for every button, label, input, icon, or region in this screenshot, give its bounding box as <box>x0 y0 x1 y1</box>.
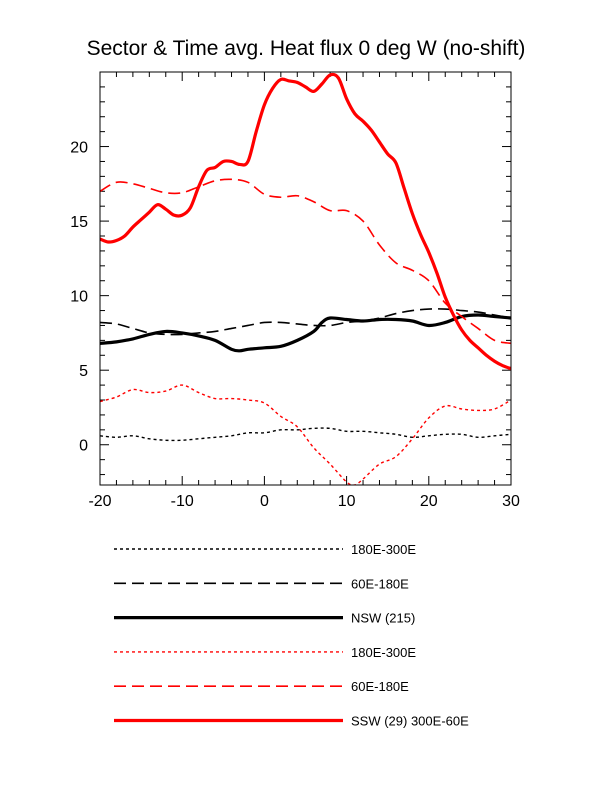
legend-label-2: 60E-180E <box>351 576 409 591</box>
legend-label-1: 180E-300E <box>351 542 416 557</box>
legend-label-4: 180E-300E <box>351 645 416 660</box>
y-tick-label: 5 <box>79 363 88 380</box>
chart-title: Sector & Time avg. Heat flux 0 deg W (no… <box>87 37 526 60</box>
series-line-black-60e-180e <box>100 308 511 336</box>
plot-frame <box>99 71 512 486</box>
x-tick-label: 0 <box>260 493 269 510</box>
legend-label-6: SSW (29) 300E-60E <box>351 714 469 729</box>
series-line-nsw <box>100 313 511 353</box>
series-line-ssw <box>100 72 511 371</box>
axes: -20 -10 0 10 20 30 0 5 10 15 20 <box>70 72 520 510</box>
series-line-red-60e-180e <box>100 178 511 345</box>
x-tick-label: 10 <box>338 493 356 510</box>
y-tick-label: 10 <box>70 289 88 306</box>
x-tick-label: 30 <box>502 493 520 510</box>
y-tick-label: 0 <box>79 438 88 455</box>
x-tick-label: -20 <box>88 493 111 510</box>
series-layer <box>100 72 511 485</box>
legend: 180E-300E 60E-180E NSW (215) 180E-300E 60E-1… <box>114 542 469 729</box>
x-tick-label: -10 <box>171 493 194 510</box>
y-tick-label: 15 <box>70 214 88 231</box>
series-line-black-180e-300e <box>100 427 511 442</box>
legend-label-5: 60E-180E <box>351 679 409 694</box>
legend-label-3: NSW (215) <box>351 611 415 626</box>
x-tick-label: 20 <box>420 493 438 510</box>
series-line-red-180e-300e <box>100 384 511 485</box>
y-tick-label: 20 <box>70 140 88 157</box>
